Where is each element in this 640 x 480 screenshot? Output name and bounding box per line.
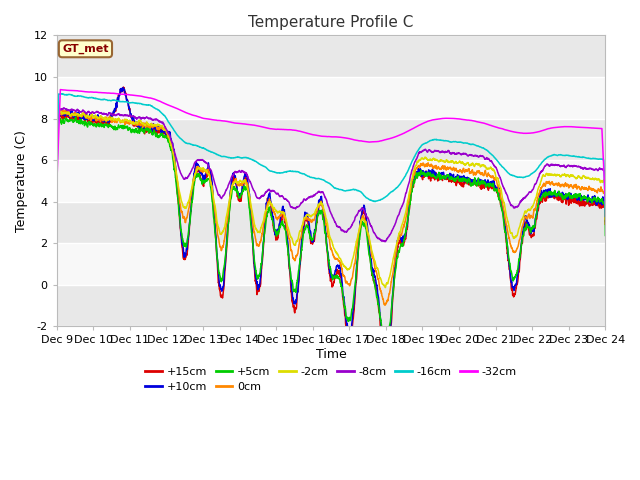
- -8cm: [54, 105, 62, 110]
- -2cm: [264, 205, 271, 211]
- Line: +5cm: +5cm: [57, 117, 605, 346]
- +10cm: [115, 92, 123, 98]
- +10cm: [53, 195, 61, 201]
- 0cm: [116, 118, 124, 123]
- 0cm: [60, 108, 68, 113]
- -16cm: [602, 214, 609, 219]
- -32cm: [53, 184, 61, 190]
- -32cm: [532, 130, 540, 135]
- Legend: +15cm, +10cm, +5cm, 0cm, -2cm, -8cm, -16cm, -32cm: +15cm, +10cm, +5cm, 0cm, -2cm, -8cm, -16…: [141, 362, 521, 396]
- +15cm: [287, 289, 295, 295]
- +5cm: [287, 276, 295, 281]
- -2cm: [591, 176, 599, 181]
- +15cm: [382, 366, 390, 372]
- +15cm: [532, 218, 540, 224]
- -2cm: [53, 196, 61, 202]
- +15cm: [602, 221, 609, 227]
- Line: -2cm: -2cm: [57, 110, 605, 288]
- -16cm: [148, 103, 156, 109]
- +15cm: [115, 91, 123, 97]
- Line: 0cm: 0cm: [57, 110, 605, 305]
- +10cm: [591, 194, 599, 200]
- Line: -8cm: -8cm: [57, 108, 605, 242]
- -2cm: [287, 234, 295, 240]
- 0cm: [264, 202, 271, 207]
- +10cm: [602, 219, 609, 225]
- -32cm: [287, 127, 295, 132]
- Text: GT_met: GT_met: [62, 44, 109, 54]
- -2cm: [148, 123, 156, 129]
- -16cm: [591, 156, 598, 161]
- -8cm: [148, 117, 156, 123]
- Line: +15cm: +15cm: [57, 87, 605, 369]
- -32cm: [148, 96, 156, 101]
- -8cm: [591, 167, 599, 173]
- -8cm: [532, 181, 540, 187]
- -16cm: [116, 98, 124, 104]
- +5cm: [116, 125, 124, 131]
- -2cm: [56, 108, 63, 113]
- -32cm: [116, 91, 124, 97]
- +15cm: [148, 131, 156, 136]
- 0cm: [532, 204, 540, 210]
- Line: -32cm: -32cm: [57, 90, 605, 203]
- +15cm: [120, 84, 127, 90]
- Bar: [57, 36, 605, 77]
- +5cm: [532, 215, 540, 221]
- 0cm: [148, 124, 156, 130]
- +15cm: [264, 199, 271, 204]
- -16cm: [264, 166, 271, 171]
- +15cm: [53, 197, 61, 203]
- +10cm: [287, 280, 295, 286]
- +5cm: [264, 211, 271, 216]
- +5cm: [55, 114, 63, 120]
- Line: -16cm: -16cm: [57, 94, 605, 216]
- -8cm: [264, 188, 271, 194]
- +10cm: [532, 214, 540, 219]
- X-axis label: Time: Time: [316, 348, 346, 361]
- -16cm: [53, 186, 61, 192]
- +5cm: [53, 184, 61, 190]
- -32cm: [57, 87, 65, 93]
- -2cm: [532, 196, 540, 202]
- -8cm: [602, 214, 609, 219]
- +5cm: [591, 196, 599, 202]
- -8cm: [116, 111, 124, 117]
- +5cm: [148, 130, 156, 135]
- +10cm: [119, 85, 127, 91]
- Bar: [57, 202, 605, 243]
- 0cm: [602, 221, 609, 227]
- Title: Temperature Profile C: Temperature Profile C: [248, 15, 413, 30]
- -16cm: [287, 168, 295, 174]
- -32cm: [591, 125, 598, 131]
- +10cm: [148, 127, 156, 133]
- 0cm: [381, 302, 389, 308]
- +5cm: [602, 233, 609, 239]
- -8cm: [53, 193, 61, 199]
- -8cm: [287, 204, 295, 210]
- -16cm: [59, 91, 67, 96]
- 0cm: [53, 195, 61, 201]
- +10cm: [264, 200, 271, 205]
- +5cm: [381, 343, 388, 349]
- -2cm: [116, 117, 124, 122]
- Bar: [57, 285, 605, 326]
- -16cm: [532, 168, 540, 173]
- Line: +10cm: +10cm: [57, 88, 605, 361]
- -2cm: [602, 216, 609, 222]
- -2cm: [381, 285, 389, 290]
- -32cm: [264, 125, 271, 131]
- +15cm: [591, 202, 599, 207]
- -8cm: [381, 239, 389, 245]
- Bar: [57, 119, 605, 160]
- +10cm: [383, 358, 390, 364]
- -32cm: [602, 200, 609, 206]
- 0cm: [287, 247, 295, 253]
- Y-axis label: Temperature (C): Temperature (C): [15, 130, 28, 232]
- 0cm: [591, 188, 599, 193]
